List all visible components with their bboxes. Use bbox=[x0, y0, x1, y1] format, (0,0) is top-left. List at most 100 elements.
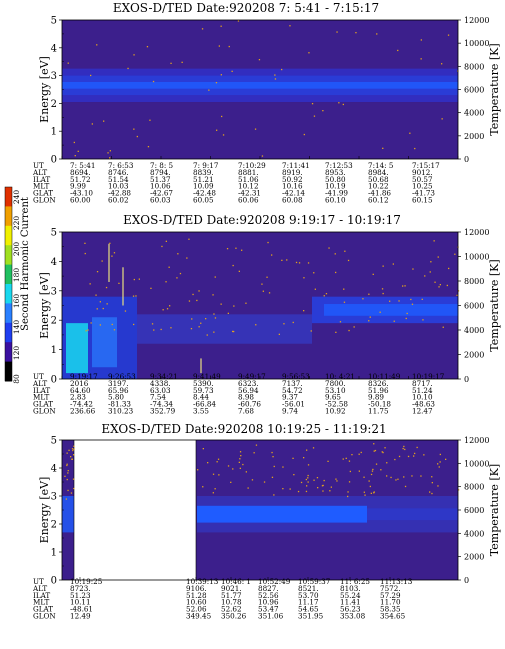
table-row-label: MLT bbox=[33, 598, 50, 607]
y-right-tick-label: 8000 bbox=[464, 483, 484, 492]
speckle-dot bbox=[66, 463, 68, 465]
speckle-dot bbox=[303, 310, 305, 312]
chart-title: EXOS-D/TED Date:920208 10:19:25 - 11:19:… bbox=[101, 422, 386, 436]
table-cell: 7:11:41 bbox=[282, 161, 310, 170]
table-cell: 7.54 bbox=[150, 393, 166, 402]
y-right-tick-label: 8000 bbox=[464, 62, 484, 71]
speckle-dot bbox=[267, 241, 269, 244]
table-cell: -74.34 bbox=[150, 400, 173, 409]
speckle-dot bbox=[271, 476, 274, 478]
speckle-dot bbox=[170, 327, 172, 329]
speckle-dot bbox=[262, 290, 264, 292]
speckle-dot bbox=[416, 446, 418, 449]
speckle-dot bbox=[403, 445, 405, 448]
speckle-dot bbox=[374, 449, 377, 452]
speckle-dot bbox=[68, 449, 70, 451]
speckle-dot bbox=[221, 115, 223, 118]
y-tick-label: 3 bbox=[51, 492, 57, 503]
speckle-dot bbox=[398, 455, 401, 458]
speckle-dot bbox=[240, 455, 242, 457]
speckle-dot bbox=[371, 470, 374, 472]
y-right-tick-label: 2000 bbox=[464, 132, 484, 141]
speckle-dot bbox=[71, 458, 73, 460]
speckle-dot bbox=[153, 329, 155, 331]
speckle-dot bbox=[355, 32, 357, 34]
table-cell: 8839. bbox=[193, 168, 214, 177]
speckle-dot bbox=[227, 465, 230, 467]
speckle-dot bbox=[107, 152, 109, 154]
speckle-dot bbox=[231, 70, 233, 72]
table-cell: 50.80 bbox=[325, 175, 346, 184]
speckle-dot bbox=[310, 330, 312, 332]
speckle-dot bbox=[338, 102, 340, 104]
speckle-dot bbox=[99, 324, 101, 326]
table-cell: 11: 6:25 bbox=[340, 577, 370, 586]
table-cell: 8984. bbox=[368, 168, 389, 177]
speckle-dot bbox=[438, 286, 440, 288]
speckle-dot bbox=[214, 276, 216, 278]
table-cell: 8521. bbox=[298, 584, 319, 593]
speckle-dot bbox=[281, 259, 283, 261]
y-axis-label: Energy [eV] bbox=[38, 272, 51, 339]
colorbar-segment bbox=[5, 264, 12, 285]
speckle-dot bbox=[345, 457, 347, 459]
speckle-dot bbox=[217, 458, 220, 460]
speckle-dot bbox=[272, 456, 274, 458]
speckle-dot bbox=[179, 272, 182, 275]
colorbar-label: Second Harmonic Current bbox=[20, 197, 31, 331]
speckle-dot bbox=[150, 287, 152, 289]
speckle-dot bbox=[133, 54, 135, 56]
table-cell: 50.57 bbox=[412, 175, 433, 184]
speckle-dot bbox=[358, 453, 360, 455]
speckle-dot bbox=[198, 290, 200, 292]
table-cell: 9.37 bbox=[282, 393, 298, 402]
speckle-dot bbox=[414, 452, 416, 455]
speckle-dot bbox=[446, 284, 448, 287]
table-cell: -56.01 bbox=[282, 400, 305, 409]
speckle-dot bbox=[258, 59, 261, 61]
speckle-dot bbox=[96, 271, 99, 273]
speckle-dot bbox=[307, 474, 309, 477]
speckle-dot bbox=[327, 460, 329, 462]
speckle-dot bbox=[307, 262, 310, 264]
speckle-dot bbox=[344, 250, 346, 252]
speckle-dot bbox=[335, 271, 337, 274]
speckle-dot bbox=[303, 133, 305, 136]
energy-band-fade bbox=[367, 508, 458, 521]
speckle-dot bbox=[289, 25, 291, 27]
speckle-dot bbox=[109, 157, 111, 159]
table-cell: 8919. bbox=[282, 168, 303, 177]
table-cell: 8103. bbox=[340, 584, 361, 593]
table-cell: -42.48 bbox=[193, 189, 216, 198]
y-axis-right-label: Temperature [K] bbox=[488, 43, 501, 135]
table-cell: -48.61 bbox=[70, 605, 93, 614]
speckle-dot bbox=[67, 470, 69, 472]
colorbar-segment bbox=[5, 342, 12, 363]
speckle-dot bbox=[368, 320, 370, 322]
table-cell: 60.08 bbox=[282, 196, 303, 205]
speckle-dot bbox=[307, 464, 310, 466]
speckle-dot bbox=[188, 300, 191, 302]
table-cell: 8694. bbox=[70, 168, 91, 177]
speckle-dot bbox=[379, 311, 381, 313]
table-cell: 12.47 bbox=[412, 407, 433, 416]
colorbar-tick-label: 120 bbox=[12, 346, 21, 361]
speckle-dot bbox=[402, 285, 404, 287]
speckle-dot bbox=[161, 245, 163, 248]
speckle-dot bbox=[303, 277, 305, 279]
speckle-dot bbox=[96, 308, 98, 310]
table-cell: 353.08 bbox=[340, 612, 366, 621]
speckle-dot bbox=[133, 128, 135, 130]
speckle-dot bbox=[239, 467, 241, 469]
speckle-dot bbox=[216, 129, 218, 131]
speckle-dot bbox=[314, 288, 316, 290]
y-tick-label: 2 bbox=[51, 99, 57, 110]
speckle-dot bbox=[239, 451, 242, 453]
speckle-dot bbox=[177, 253, 179, 255]
speckle-dot bbox=[423, 454, 425, 456]
table-cell: -74.42 bbox=[70, 400, 93, 409]
y-right-tick-label: 4000 bbox=[464, 109, 484, 118]
speckle-dot bbox=[202, 448, 204, 450]
low-energy-burst-mid bbox=[92, 317, 117, 368]
